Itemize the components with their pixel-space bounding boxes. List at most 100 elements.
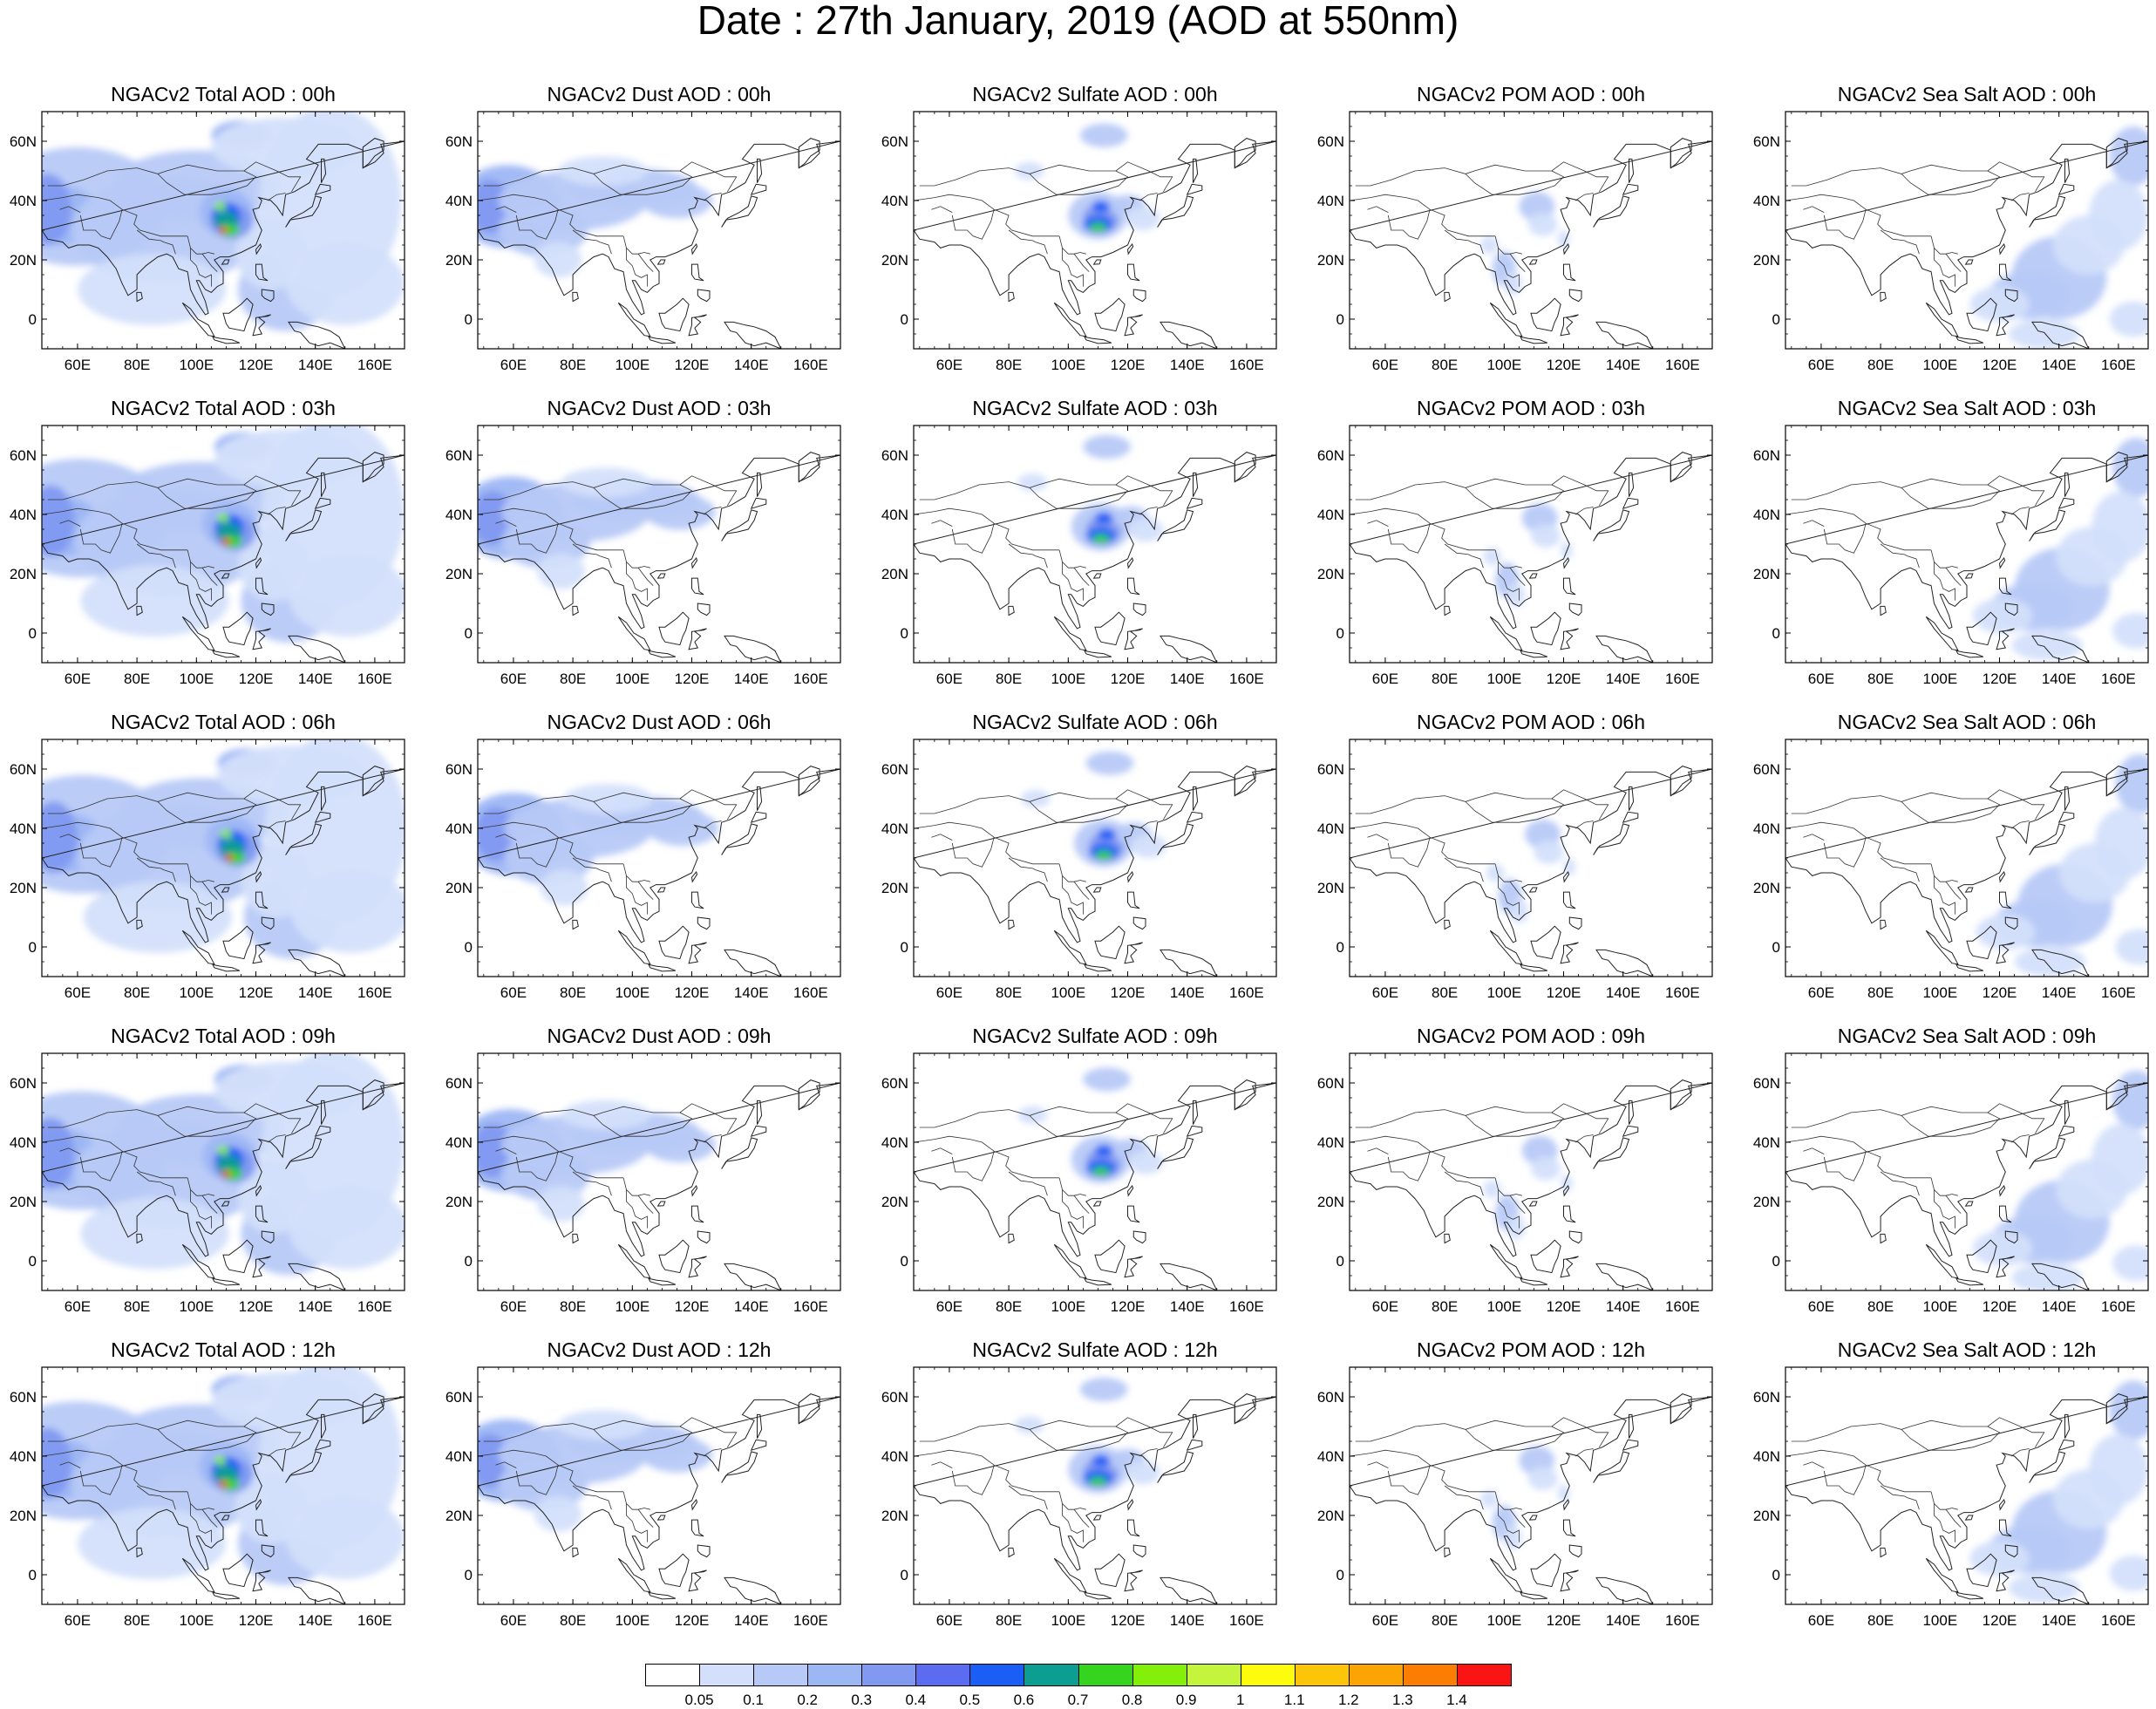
lat-tick-label: 60N [881,1389,908,1406]
colorbar-swatch [1295,1664,1350,1686]
lon-tick-label: 120E [675,671,710,687]
lon-tick-label: 60E [936,984,962,1001]
lon-tick-label: 100E [615,357,650,373]
colorbar-swatch [1187,1664,1241,1686]
lon-tick-label: 60E [1808,671,1834,687]
colorbar-swatch [1457,1664,1512,1686]
lat-tick-label: 40N [1317,820,1344,837]
lon-tick-label: 100E [1051,1612,1085,1629]
lat-tick-label: 20N [10,1194,37,1210]
panel-title: NGACv2 Sulfate AOD : 09h [972,1025,1217,1047]
lat-tick-label: 40N [10,507,37,523]
lon-tick-label: 100E [1486,1612,1521,1629]
colorbar-label: 0.8 [1122,1692,1143,1709]
lat-tick-label: 40N [1317,1448,1344,1465]
lat-tick-label: 60N [445,1389,473,1406]
lon-tick-label: 140E [2042,1612,2077,1629]
lon-tick-label: 80E [1432,671,1458,687]
panel-title: NGACv2 Sea Salt AOD : 03h [1838,397,2097,419]
lat-tick-label: 0 [1336,625,1344,642]
lon-tick-label: 100E [1922,671,1957,687]
lat-tick-label: 60N [881,133,908,150]
lon-tick-label: 160E [2101,984,2136,1001]
lon-tick-label: 120E [1111,1612,1146,1629]
colorbar-swatch [753,1664,808,1686]
lat-tick-label: 40N [10,1134,37,1151]
lat-tick-label: 20N [881,252,908,269]
panel-title: NGACv2 POM AOD : 06h [1417,711,1645,733]
lat-tick-label: 20N [10,880,37,896]
panel-title: NGACv2 Sulfate AOD : 00h [972,83,1217,106]
lon-tick-label: 140E [734,1298,769,1315]
lon-tick-label: 140E [1606,1298,1641,1315]
lon-tick-label: 120E [675,984,710,1001]
lat-tick-label: 20N [10,1508,37,1524]
lon-tick-label: 80E [124,1612,150,1629]
lon-tick-label: 80E [996,984,1022,1001]
lon-tick-label: 120E [239,357,274,373]
lon-tick-label: 60E [936,1298,962,1315]
lon-tick-label: 100E [179,1612,214,1629]
lon-tick-label: 140E [1170,984,1205,1001]
lon-tick-label: 80E [1867,671,1894,687]
lat-tick-label: 20N [10,252,37,269]
lon-tick-label: 100E [1486,984,1521,1001]
lon-tick-label: 80E [124,357,150,373]
lat-tick-label: 0 [901,311,908,328]
lon-tick-label: 140E [734,984,769,1001]
lat-tick-label: 40N [881,507,908,523]
panel-title: NGACv2 POM AOD : 12h [1417,1338,1645,1361]
lat-tick-label: 40N [1317,1134,1344,1151]
lon-tick-label: 100E [1922,1612,1957,1629]
lat-tick-label: 0 [29,1253,37,1270]
lat-tick-label: 0 [1336,1253,1344,1270]
panel-title: NGACv2 Sulfate AOD : 03h [972,397,1217,419]
lat-tick-label: 40N [445,507,473,523]
lon-tick-label: 60E [936,1612,962,1629]
colorbar-label: 0.2 [797,1692,818,1709]
panel-title: NGACv2 Dust AOD : 03h [548,397,772,419]
panel-title: NGACv2 Dust AOD : 12h [548,1338,772,1361]
lon-tick-label: 100E [179,357,214,373]
lat-tick-label: 60N [10,133,37,150]
lat-tick-label: 40N [10,820,37,837]
lon-tick-label: 100E [179,984,214,1001]
colorbar-swatch [699,1664,754,1686]
colorbar [645,1664,1511,1688]
lon-tick-label: 80E [1432,357,1458,373]
lon-tick-label: 160E [793,984,828,1001]
lat-tick-label: 60N [881,761,908,778]
lat-tick-label: 40N [10,1448,37,1465]
lon-tick-label: 140E [1606,1612,1641,1629]
panel-title: NGACv2 POM AOD : 09h [1417,1025,1645,1047]
lon-tick-label: 120E [1983,1298,2017,1315]
lon-tick-label: 60E [500,671,527,687]
lat-tick-label: 0 [1772,1253,1780,1270]
lon-tick-label: 160E [2101,671,2136,687]
panel-title: NGACv2 Sea Salt AOD : 12h [1838,1338,2097,1361]
lat-tick-label: 40N [445,1448,473,1465]
lon-tick-label: 80E [996,357,1022,373]
lat-tick-label: 60N [445,761,473,778]
lon-tick-label: 60E [500,1298,527,1315]
colorbar-swatch [969,1664,1024,1686]
colorbar-label: 0.6 [1014,1692,1035,1709]
lat-tick-label: 40N [881,1134,908,1151]
lon-tick-label: 60E [1808,984,1834,1001]
colorbar-swatch [861,1664,916,1686]
lon-tick-label: 120E [1547,671,1581,687]
colorbar-swatch [1078,1664,1133,1686]
lon-tick-label: 160E [357,671,392,687]
lon-tick-label: 140E [1170,671,1205,687]
lat-tick-label: 0 [29,939,37,956]
lon-tick-label: 140E [1606,671,1641,687]
lon-tick-label: 120E [1547,984,1581,1001]
lon-tick-label: 120E [239,1298,274,1315]
lon-tick-label: 80E [996,671,1022,687]
lat-tick-label: 40N [1753,1448,1780,1465]
